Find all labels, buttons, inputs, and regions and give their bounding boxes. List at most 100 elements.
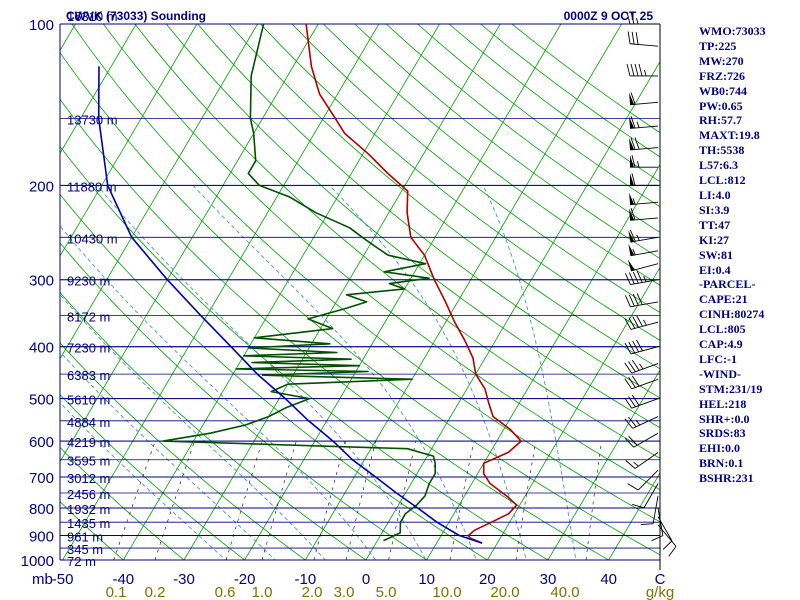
height-level-label: 4219 m <box>67 435 110 450</box>
stat-line: FRZ:726 <box>699 68 745 83</box>
temperature-tick-label: -20 <box>234 571 256 588</box>
wind-barb <box>630 155 658 168</box>
mixing-ratio-tick-label: 10.0 <box>432 584 461 600</box>
height-level-label: 4884 m <box>67 415 110 430</box>
temperature-tick-label: C <box>655 571 666 588</box>
isotherm-line <box>547 369 660 560</box>
pressure-tick-label: 400 <box>29 340 54 357</box>
dry-adiabat-line <box>60 242 428 560</box>
moist-adiabat-line <box>482 185 577 560</box>
stat-line: LCL:812 <box>699 173 746 188</box>
dry-adiabat-line <box>60 51 660 556</box>
wind-barb <box>624 375 659 390</box>
wind-barb <box>624 271 659 286</box>
mixing-ratio-tick-label: g/kg <box>646 584 674 600</box>
stat-line: MAXT:19.8 <box>699 128 760 143</box>
height-level-label: 10430 m <box>67 231 118 246</box>
chart-datetime: 0000Z 9 OCT 25 <box>564 9 654 23</box>
dry-adiabat-line <box>228 24 660 370</box>
pressure-tick-label: 900 <box>29 528 54 545</box>
wind-barb <box>626 63 658 77</box>
wind-barb <box>629 208 659 221</box>
pressure-tick-label: 500 <box>29 392 54 409</box>
stat-line: SHR+:0.0 <box>699 411 750 426</box>
isotherm-line <box>60 24 258 360</box>
dry-adiabat-line <box>60 98 610 560</box>
temperature-tick-label: -10 <box>294 571 316 588</box>
dry-adiabat-line <box>165 24 660 429</box>
height-level-label: 345 m <box>67 542 103 557</box>
stat-line: CINH:80274 <box>699 307 765 322</box>
stat-line: WB0:744 <box>699 83 747 98</box>
isotherm-line <box>304 24 622 560</box>
dry-adiabat-line <box>60 393 246 560</box>
height-level-label: 16310 m <box>67 9 118 24</box>
wind-barb <box>624 432 659 448</box>
mixing-ratio-tick-label: 40.0 <box>550 584 579 600</box>
height-level-label: 13730 m <box>67 112 118 127</box>
mixing-ratio-tick-label: 0.2 <box>145 584 166 600</box>
wind-barb <box>657 516 673 550</box>
moist-adiabat-line <box>329 185 527 560</box>
temperature-curve <box>305 24 522 544</box>
wind-barb <box>624 394 659 409</box>
stat-line: SI:3.9 <box>699 202 730 217</box>
stats-panel: WMO:73033 TP:225 MW:270 FRZ:726 WB0:744 PW:0.… <box>699 24 800 486</box>
wind-barb <box>624 416 659 429</box>
stat-line: TT:47 <box>699 217 731 232</box>
temperature-tick-label: 30 <box>540 571 557 588</box>
stat-line: KI:27 <box>699 232 729 247</box>
stat-line: MW:270 <box>699 53 744 68</box>
stat-line: EI:0.4 <box>699 262 731 277</box>
pressure-tick-label: 300 <box>29 273 54 290</box>
height-level-label: 7230 m <box>67 341 110 356</box>
isotherm-line <box>0 24 15 560</box>
wind-barb <box>628 229 659 243</box>
moist-adiabat-line <box>60 351 276 560</box>
stat-line: SW:81 <box>699 247 734 262</box>
stat-line: LCL:805 <box>699 322 746 337</box>
stat-line: PW:0.65 <box>699 98 743 113</box>
height-level-label: 9230 m <box>67 274 110 289</box>
wind-barb <box>630 173 658 186</box>
wind-barb <box>657 524 677 557</box>
height-level-label: 1932 m <box>67 502 110 517</box>
sounding-curves <box>97 24 522 544</box>
dry-adiabat-line <box>60 291 367 560</box>
wind-barb <box>627 31 659 47</box>
dry-adiabat-line <box>291 24 660 313</box>
mixing-ratio-tick-label: 5.0 <box>376 584 397 600</box>
mixing-ratio-line <box>388 441 417 560</box>
wind-barb <box>624 293 659 308</box>
isotherm-line <box>60 24 137 154</box>
isotherm-line <box>365 60 660 560</box>
dry-adiabat-line <box>103 24 660 491</box>
stat-line: CAPE:21 <box>699 292 748 307</box>
dry-adiabat-line <box>60 501 124 560</box>
stat-line: CAP:4.9 <box>699 337 743 352</box>
dry-adiabat-line <box>71 24 660 523</box>
dry-adiabat-line <box>260 24 660 341</box>
height-level-label: 72 m <box>67 554 96 569</box>
height-level-label: 3012 m <box>67 471 110 486</box>
mixing-ratio-line <box>225 441 263 560</box>
isotherm-line <box>62 24 380 560</box>
dry-adiabat-line <box>60 446 185 560</box>
stat-line: STM:231/19 <box>699 381 763 396</box>
isotherm-line <box>122 24 440 560</box>
height-level-label: 5610 m <box>67 393 110 408</box>
dewpoint-curve <box>162 24 437 542</box>
moist-adiabat-line <box>60 293 326 560</box>
stat-line: BSHR:231 <box>699 471 754 486</box>
isotherm-line <box>60 24 198 257</box>
moist-adiabat-line <box>96 185 427 560</box>
dry-adiabat-line <box>354 24 660 260</box>
mixing-ratio-line <box>154 440 195 560</box>
height-level-label: 11880 m <box>67 179 117 194</box>
dry-adiabat-line <box>60 193 489 560</box>
dry-adiabat-line <box>323 24 660 286</box>
pressure-tick-label: 100 <box>29 17 54 34</box>
wind-barb <box>629 137 659 151</box>
stat-line: LI:4.0 <box>699 187 731 202</box>
